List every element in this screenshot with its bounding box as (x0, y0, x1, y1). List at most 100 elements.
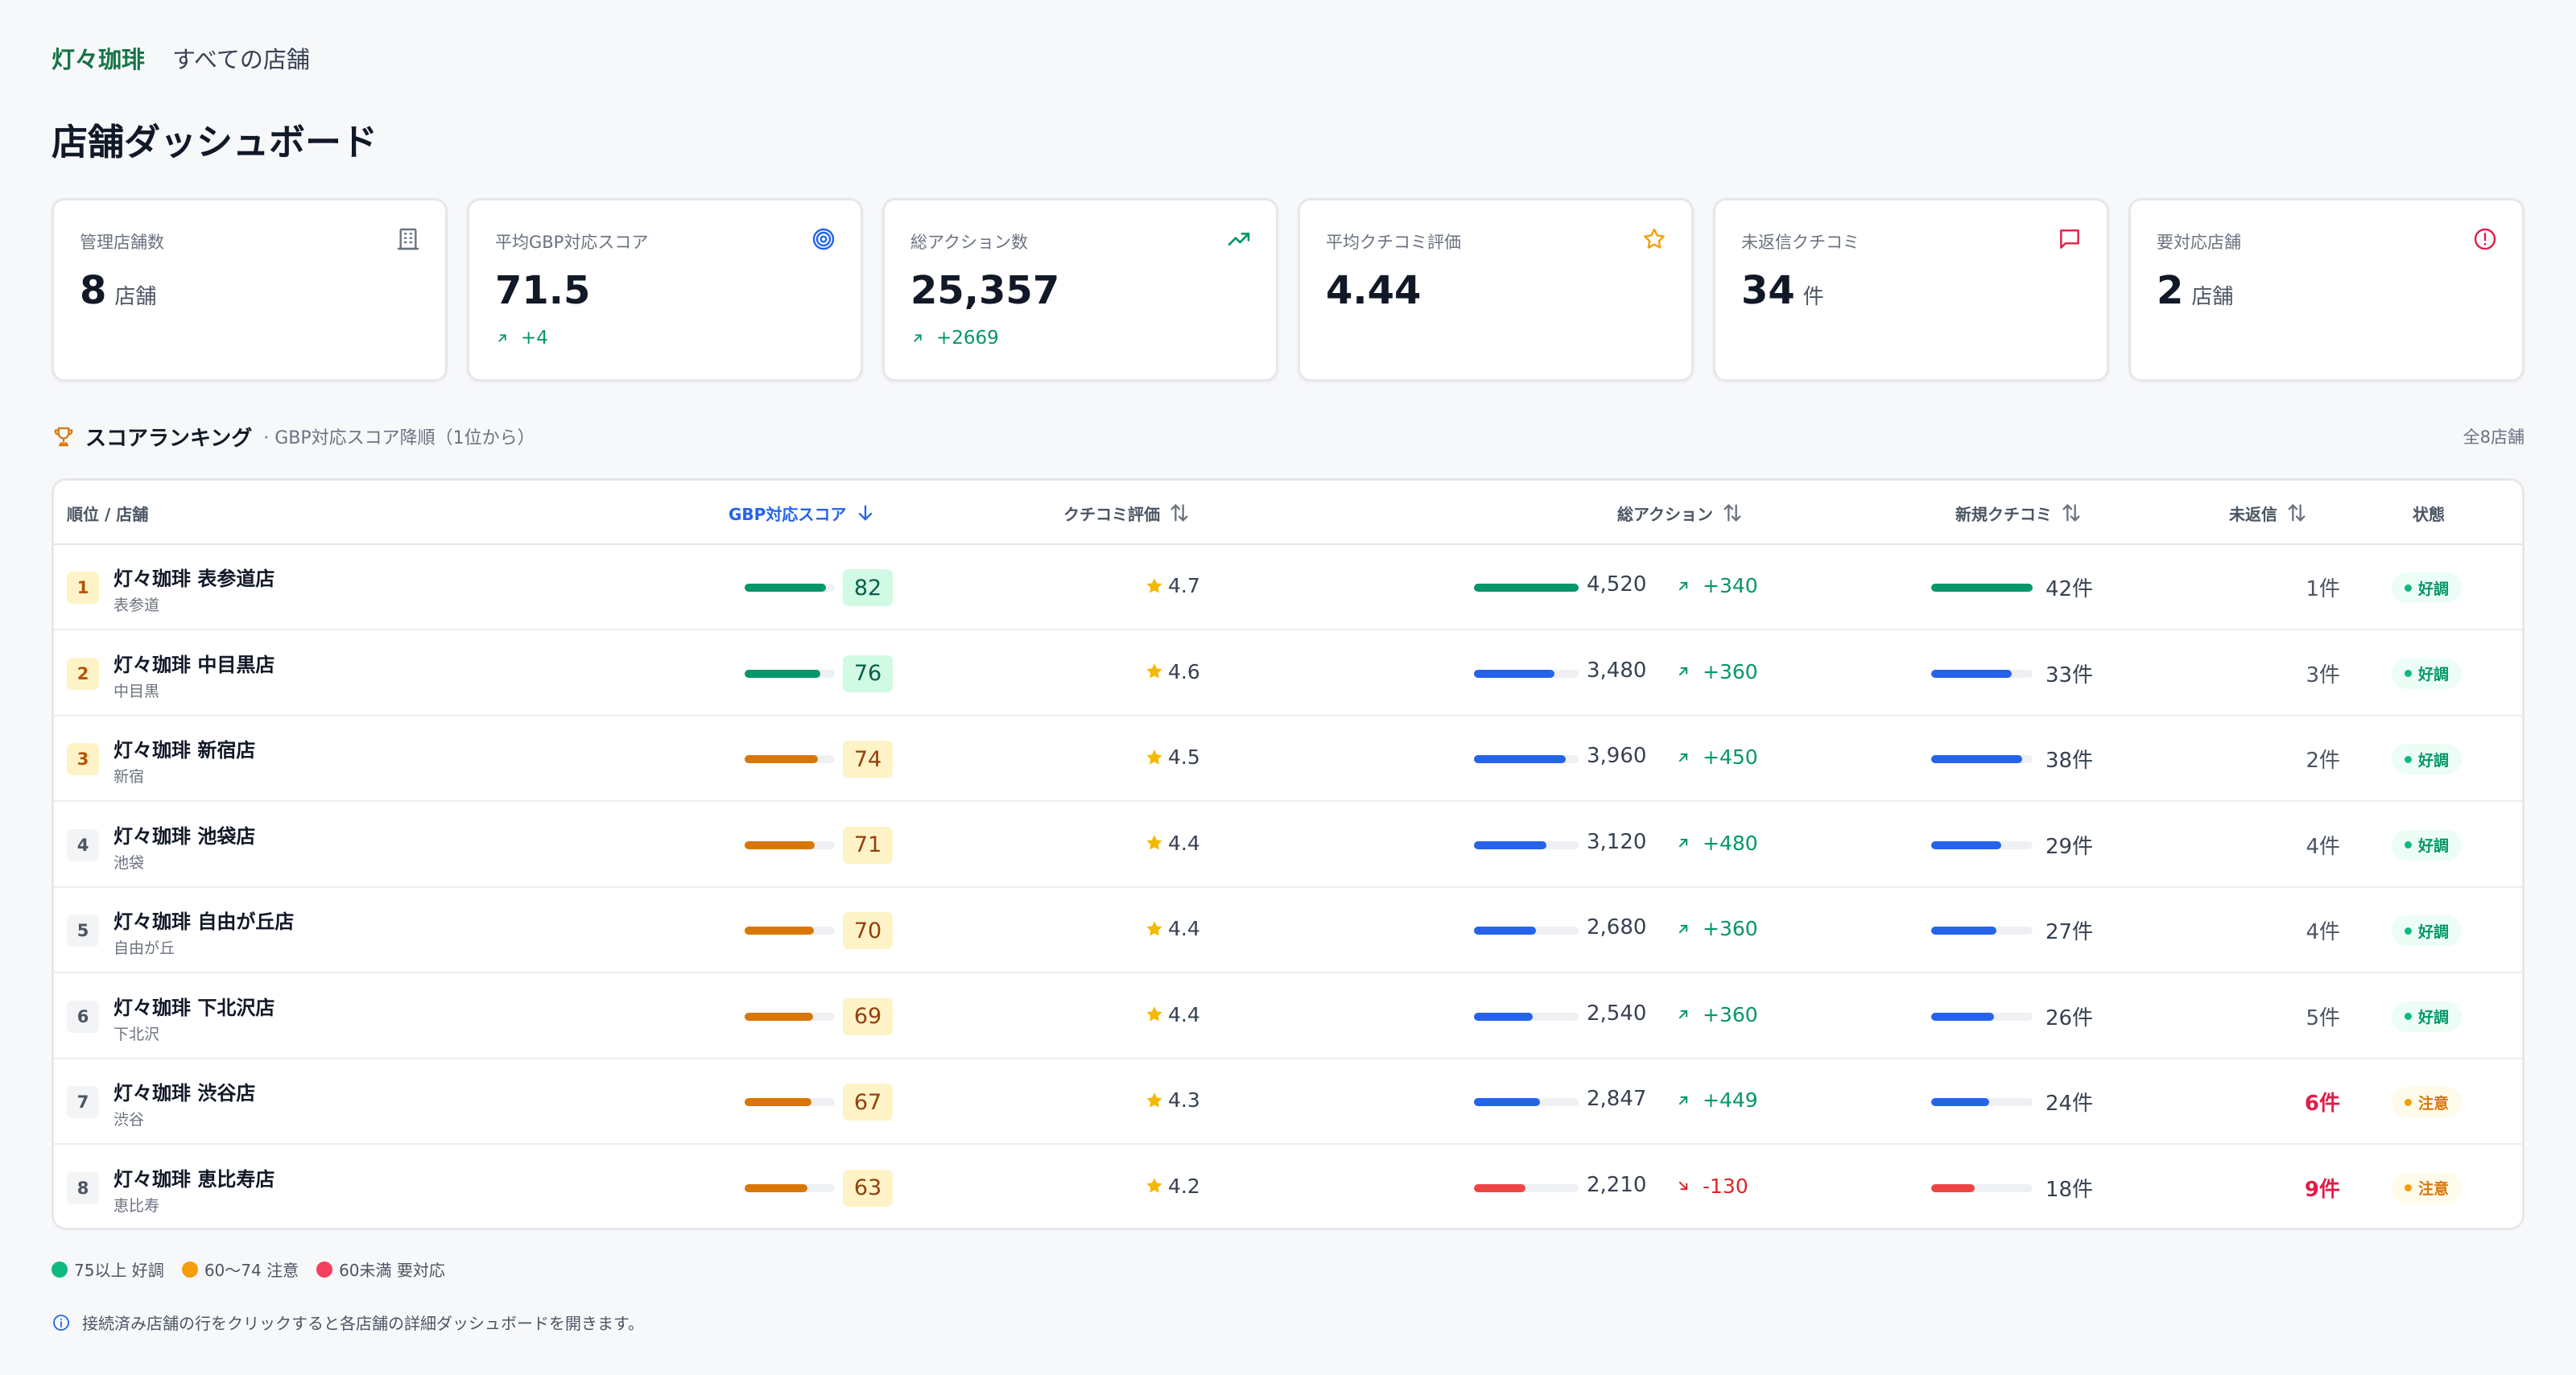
store-area: 表参道 (114, 597, 160, 614)
brand-logo[interactable]: 灯々珈琲 (52, 46, 146, 73)
trending-up-icon (1228, 233, 1250, 246)
reviews-value: 42件 (2046, 577, 2094, 601)
star-filled-icon (1146, 577, 1162, 593)
store-area: 池袋 (114, 853, 145, 872)
star-filled-icon (1146, 663, 1162, 679)
card-label: 未返信クチコミ (1741, 233, 1860, 252)
reviews-bar (1931, 840, 2033, 849)
col-score-sort[interactable]: GBP対応スコア (729, 481, 877, 545)
actions-bar-fill (1474, 1183, 1525, 1192)
actions-delta: +360 (1675, 660, 1796, 683)
unreplied-value: 9件 (2304, 1177, 2340, 1202)
col-rating-sort[interactable]: クチコミ評価 (1063, 481, 1191, 545)
stat-card-store-count: 管理店舗数 8 店舗 (52, 198, 448, 382)
score-bar (745, 840, 835, 849)
actions-bar-fill (1474, 669, 1555, 678)
actions-bar (1474, 1183, 1579, 1192)
reviews-bar-fill (1931, 755, 2023, 763)
unreplied-value: 4件 (2306, 834, 2340, 859)
actions-delta: -130 (1675, 1175, 1796, 1198)
card-value: 2 (2157, 268, 2184, 313)
rank-badge: 2 (67, 657, 99, 690)
rating-value: 4.4 (1168, 1002, 1200, 1026)
status-dot (2405, 841, 2412, 849)
store-scope-selector[interactable]: すべての店舗 (172, 46, 310, 73)
rating-value: 4.7 (1168, 574, 1200, 597)
reviews-value: 18件 (2046, 1177, 2094, 1202)
table-header: 順位 / 店舗 GBP対応スコア クチコミ評価 総アクション 新規クチコミ 未返… (54, 481, 2522, 545)
arrow-up-right-icon (1678, 581, 1688, 590)
card-label: 管理店舗数 (80, 233, 164, 252)
star-filled-icon (1146, 920, 1162, 936)
arrow-up-right-icon (1678, 667, 1688, 676)
rating-value: 4.4 (1168, 917, 1200, 940)
target-icon (812, 228, 835, 250)
sort-icon (1724, 504, 1741, 522)
actions-value: 3,120 (1587, 829, 1647, 854)
actions-delta: +340 (1675, 574, 1796, 597)
sort-icon (2288, 504, 2306, 522)
help-hint: 接続済み店舗の行をクリックすると各店舗の詳細ダッシュボードを開きます。 (52, 1311, 644, 1334)
table-row[interactable]: 8 灯々珈琲 恵比寿店 恵比寿 63 4.2 2,210 -130 18件 9件… (54, 1146, 2522, 1228)
reviews-value: 27件 (2046, 920, 2094, 944)
star-filled-icon (1146, 1006, 1162, 1022)
ranking-header: スコアランキング · GBP対応スコア降順（1位から） 全8店舗 (52, 420, 2524, 452)
actions-value: 3,480 (1587, 658, 1647, 683)
status-dot (2405, 670, 2412, 677)
store-name: 灯々珈琲 中目黒店 (114, 653, 275, 676)
reviews-bar (1931, 755, 2033, 763)
card-unit: 店舗 (114, 285, 157, 309)
actions-bar-fill (1474, 1012, 1533, 1021)
card-label: 要対応店舗 (2157, 233, 2241, 252)
building-icon (397, 228, 419, 250)
rating-value: 4.4 (1168, 831, 1200, 855)
trophy-icon (54, 427, 73, 447)
unreplied-value: 6件 (2304, 1092, 2340, 1116)
rank-badge: 8 (67, 1171, 99, 1204)
reviews-value: 26件 (2046, 1005, 2094, 1030)
table-row[interactable]: 4 灯々珈琲 池袋店 池袋 71 4.4 3,120 +480 29件 4件 好… (54, 803, 2522, 888)
score-value: 70 (843, 912, 893, 949)
info-icon (53, 1314, 69, 1331)
score-value: 63 (843, 1169, 893, 1207)
col-actions-sort[interactable]: 総アクション (1617, 481, 1744, 545)
actions-value: 2,540 (1587, 1001, 1647, 1026)
reviews-bar (1931, 1098, 2033, 1106)
rank-badge: 1 (67, 572, 99, 604)
rating-value: 4.2 (1168, 1174, 1200, 1198)
table-row[interactable]: 5 灯々珈琲 自由が丘店 自由が丘 70 4.4 2,680 +360 27件 … (54, 888, 2522, 973)
rank-badge: 7 (67, 1086, 99, 1118)
col-reviews-sort[interactable]: 新規クチコミ (1955, 481, 2083, 545)
stat-card-attention: 要対応店舗 2 店舗 (2128, 198, 2524, 382)
table-row[interactable]: 3 灯々珈琲 新宿店 新宿 74 4.5 3,960 +450 38件 2件 好… (54, 716, 2522, 802)
ranking-table: 順位 / 店舗 GBP対応スコア クチコミ評価 総アクション 新規クチコミ 未返… (52, 478, 2524, 1230)
star-filled-icon (1146, 1092, 1162, 1108)
reviews-bar (1931, 584, 2033, 592)
status-badge: 好調 (2392, 915, 2462, 946)
table-row[interactable]: 2 灯々珈琲 中目黒店 中目黒 76 4.6 3,480 +360 33件 3件… (54, 631, 2522, 716)
status-badge: 注意 (2392, 1172, 2462, 1204)
store-name: 灯々珈琲 新宿店 (114, 739, 256, 762)
status-dot (2405, 1098, 2412, 1106)
legend-item-good: 75以上 好調 (52, 1257, 164, 1281)
rating: 4.7 (1144, 574, 1200, 597)
table-row[interactable]: 6 灯々珈琲 下北沢店 下北沢 69 4.4 2,540 +360 26件 5件… (54, 974, 2522, 1059)
card-unit: 件 (1802, 285, 1824, 309)
card-value: 25,357 (910, 268, 1060, 313)
unreplied-value: 5件 (2306, 1005, 2340, 1030)
store-name: 灯々珈琲 下北沢店 (114, 996, 275, 1019)
status-badge: 注意 (2392, 1087, 2462, 1117)
arrow-up-right-icon (1678, 924, 1688, 933)
reviews-bar (1931, 927, 2033, 935)
legend-dot (181, 1261, 198, 1278)
rating: 4.5 (1144, 745, 1200, 769)
table-row[interactable]: 1 灯々珈琲 表参道店 表参道 82 4.7 4,520 +340 42件 1件… (54, 545, 2522, 630)
table-row[interactable]: 7 灯々珈琲 渋谷店 渋谷 67 4.3 2,847 +449 24件 6件 注… (54, 1059, 2522, 1145)
card-label: 平均GBP対応スコア (495, 233, 649, 252)
score-legend: 75以上 好調 60〜74 注意 60未満 要対応 (52, 1257, 445, 1281)
actions-bar (1474, 669, 1579, 678)
col-unreplied-sort[interactable]: 未返信 (2229, 481, 2308, 545)
status-badge: 好調 (2392, 829, 2462, 861)
ranking-title: スコアランキング (85, 426, 253, 451)
legend-dot (316, 1261, 333, 1278)
